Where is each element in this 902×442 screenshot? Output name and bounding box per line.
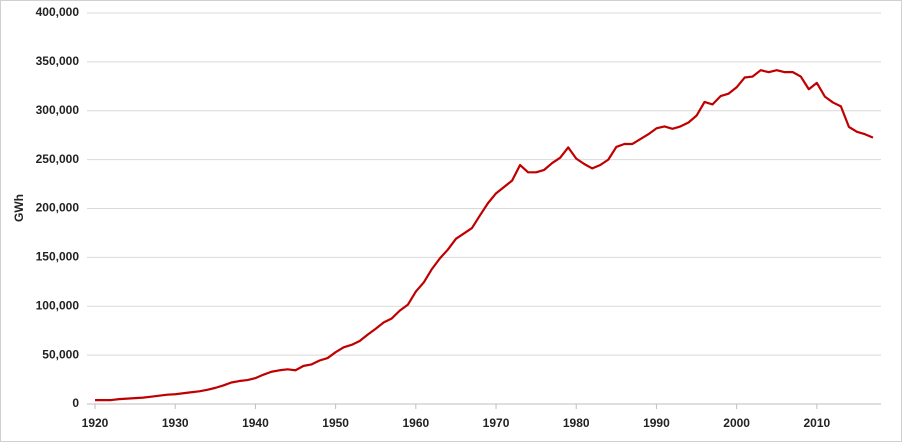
x-tick-label: 2000 [723,416,750,430]
y-tick-label: 200,000 [36,201,80,215]
y-tick-label: 50,000 [42,347,79,361]
y-tick-label: 0 [72,396,79,410]
x-tick-label: 1980 [563,416,590,430]
y-axis-label: GWh [12,194,26,222]
y-tick-label: 150,000 [36,250,80,264]
data-line [95,69,874,402]
y-tick-label: 350,000 [36,54,80,68]
x-tick-label: 1920 [82,416,109,430]
x-tick-label: 1990 [643,416,670,430]
y-tick-label: 400,000 [36,5,80,19]
x-tick-label: 1940 [242,416,269,430]
x-tick-label: 1960 [402,416,429,430]
y-tick-label: 250,000 [36,152,80,166]
x-tick-label: 1970 [483,416,510,430]
y-tick-label: 300,000 [36,103,80,117]
y-tick-label: 100,000 [36,298,80,312]
x-tick-label: 2010 [803,416,830,430]
x-tick-label: 1950 [322,416,349,430]
x-tick-label: 1930 [162,416,189,430]
